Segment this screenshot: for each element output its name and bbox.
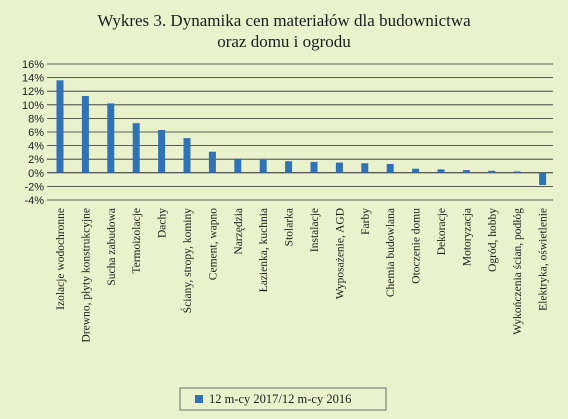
chart-title-line-2: oraz domu i ogrodu [217, 32, 351, 51]
bar [234, 159, 242, 173]
category-label: Wyposażenie, AGD [334, 208, 346, 299]
legend-box [179, 387, 387, 411]
y-tick-label: 0% [28, 168, 44, 180]
category-label: Izolacje wodochronne [55, 208, 67, 310]
category-label: Dekoracje [436, 208, 448, 255]
y-tick-label: 2% [28, 154, 44, 166]
category-label: Sucha zabudowa [106, 208, 118, 286]
bars [56, 80, 547, 186]
category-label: Łazienka, kuchnia [258, 208, 270, 292]
category-label: Motoryzacja [461, 208, 473, 266]
category-label: Chemia budowlana [385, 208, 397, 297]
category-label: Instalacje [309, 208, 321, 252]
bar [513, 171, 521, 173]
bar [81, 95, 89, 173]
bar [310, 161, 318, 173]
bar [488, 170, 496, 173]
category-label: Stolarka [284, 208, 296, 246]
y-tick-label: 6% [28, 127, 44, 139]
bar [361, 163, 369, 173]
y-tick-label: -4% [24, 195, 44, 207]
category-label: Drewno, płyty konstrukcyjne [80, 208, 92, 342]
category-label: Elektryka, oświetlenie [538, 208, 550, 311]
y-tick-label: 8% [28, 113, 44, 125]
category-label: Cement, wapno [207, 208, 219, 280]
bar [107, 103, 115, 173]
y-tick-label: 14% [22, 73, 44, 85]
bar [259, 159, 267, 173]
bar [539, 172, 547, 186]
chart-title-line-1: Wykres 3. Dynamika cen materiałów dla bu… [97, 11, 471, 30]
grid-lines [47, 63, 553, 201]
category-label: Otoczenie domu [411, 208, 423, 284]
y-tick-label: 16% [22, 59, 44, 71]
legend: 12 m-cy 2017/12 m-cy 2016 [179, 387, 387, 411]
category-labels: Izolacje wodochronne Drewno, płyty konstr… [55, 208, 550, 343]
bar [386, 163, 394, 173]
y-tick-label: 10% [22, 100, 44, 112]
category-label: Termoizolacje [131, 208, 143, 274]
bar [56, 80, 64, 173]
category-label: Farby [360, 208, 372, 235]
bar [437, 169, 445, 173]
category-label: Wykończenia ścian, podłóg [512, 208, 524, 335]
y-tick-label: 12% [22, 86, 44, 98]
bar [412, 168, 420, 173]
y-axis-ticks: 16% 14%12% 10%8% 6% 4%2% 0%-2% -4% [22, 59, 44, 207]
category-label: Ogród, hobby [487, 208, 499, 272]
bar [183, 138, 191, 173]
bar [462, 170, 470, 173]
bar [208, 151, 216, 173]
legend-label: 12 m-cy 2017/12 m-cy 2016 [209, 392, 351, 406]
legend-swatch [195, 395, 203, 403]
bar [158, 129, 166, 173]
category-label: Dachy [157, 208, 169, 238]
bar [285, 161, 293, 173]
bar [132, 123, 140, 173]
y-tick-label: 4% [28, 141, 44, 153]
category-label: Ściany, stropy, kominy [180, 208, 194, 313]
bar [335, 162, 343, 173]
y-tick-label: -2% [24, 181, 44, 193]
category-label: Narzędzia [233, 208, 245, 255]
